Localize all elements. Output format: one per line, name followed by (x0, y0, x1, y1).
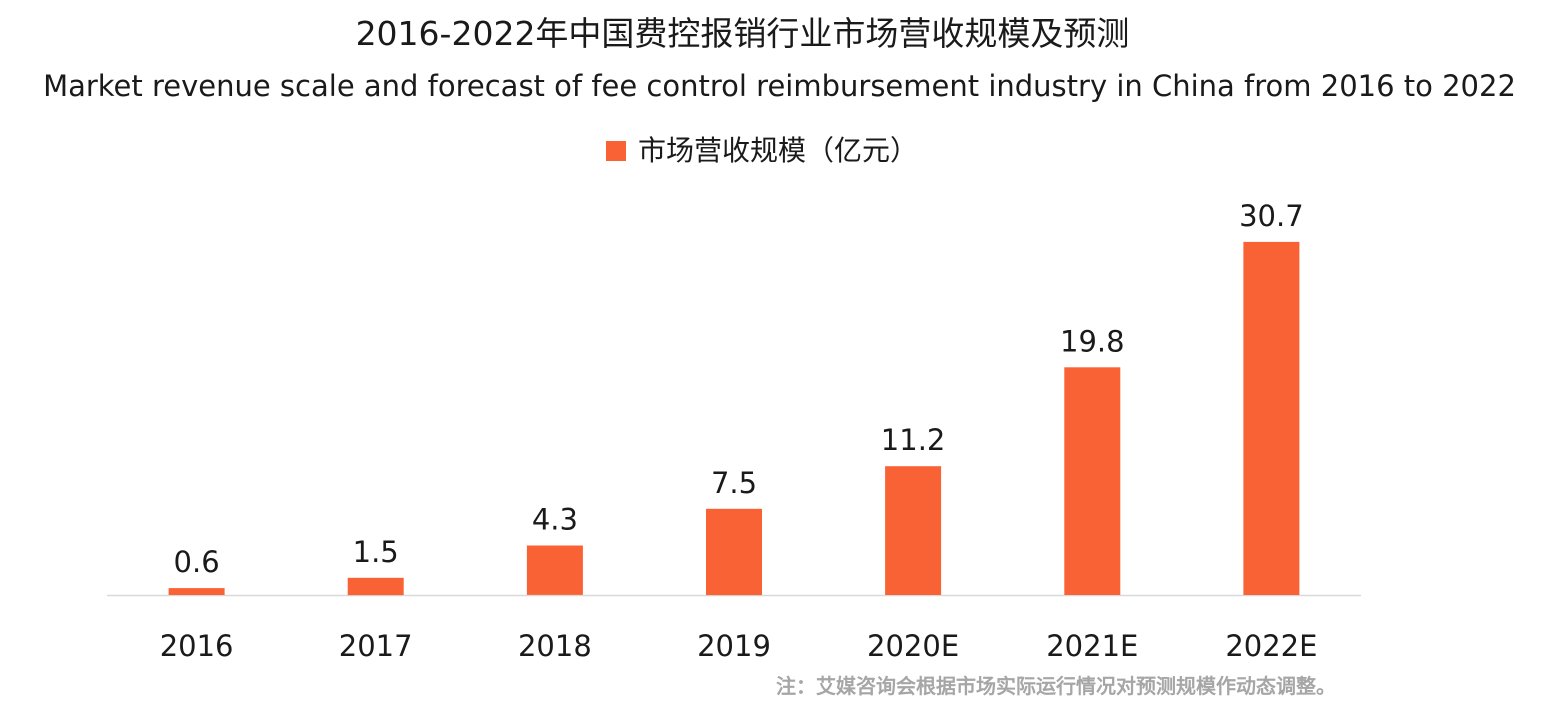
bar-2017 (347, 577, 404, 596)
chart-title: 2016-2022年中国费控报销行业市场营收规模及预测 (355, 14, 1130, 53)
data-label-2018: 4.3 (532, 503, 578, 537)
chart-legend: 市场营收规模（亿元） (606, 133, 918, 169)
x-tick-label-2019: 2019 (697, 629, 771, 663)
x-tick-label-2021E: 2021E (1046, 629, 1138, 663)
bar-2020E (885, 466, 942, 595)
x-tick-label-2017: 2017 (339, 629, 413, 663)
bar-2018 (526, 545, 583, 595)
x-tick-label-2016: 2016 (160, 629, 234, 663)
x-tick-label-2022E: 2022E (1225, 629, 1317, 663)
footnote: 注：艾媒咨询会根据市场实际运行情况对预测规模作动态调整。 (776, 674, 1336, 698)
legend-swatch (606, 141, 626, 161)
x-tick-label-2020E: 2020E (867, 629, 959, 663)
bar-2021E (1064, 367, 1121, 595)
data-label-2022E: 30.7 (1239, 199, 1304, 233)
data-label-2021E: 19.8 (1060, 324, 1125, 358)
x-tick-label-2018: 2018 (518, 629, 592, 663)
bar-2022E (1243, 241, 1300, 595)
data-label-2016: 0.6 (174, 545, 220, 579)
data-label-2017: 1.5 (353, 535, 399, 569)
bar-2019 (706, 508, 762, 596)
data-label-2020E: 11.2 (881, 423, 946, 457)
legend-label: 市场营收规模（亿元） (638, 134, 919, 167)
data-label-2019: 7.5 (711, 466, 757, 500)
bar-2016 (168, 588, 225, 595)
chart-subtitle: Market revenue scale and forecast of fee… (43, 69, 1516, 103)
